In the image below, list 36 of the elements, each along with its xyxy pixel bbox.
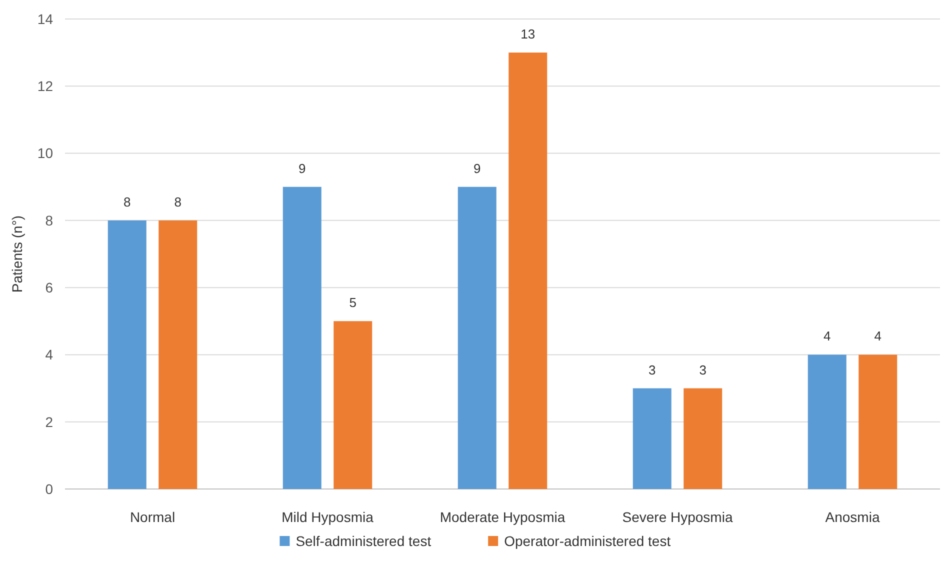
y-tick-label: 8 — [45, 212, 54, 228]
x-tick-label: Moderate Hyposmia — [440, 509, 566, 525]
x-tick-label: Anosmia — [825, 509, 880, 525]
data-label: 9 — [298, 160, 306, 176]
legend-label: Operator-administered test — [504, 533, 671, 549]
data-label: 4 — [874, 328, 882, 344]
bar — [108, 220, 146, 489]
y-tick-label: 14 — [37, 10, 54, 27]
bar — [458, 186, 496, 489]
data-label: 3 — [648, 362, 656, 378]
bar — [282, 186, 322, 489]
data-label: 8 — [124, 194, 131, 210]
data-label: 4 — [824, 328, 831, 344]
y-tick-label: 6 — [45, 279, 54, 296]
x-tick-label: Mild Hyposmia — [282, 509, 374, 525]
x-tick-label: Severe Hyposmia — [622, 509, 733, 525]
y-tick-label: 12 — [37, 78, 54, 94]
bar — [158, 220, 198, 489]
data-label: 8 — [174, 194, 182, 210]
bar — [684, 388, 722, 489]
y-tick-label: 10 — [37, 145, 54, 162]
bar — [808, 354, 846, 489]
y-tick-label: 2 — [45, 414, 54, 430]
data-label: 3 — [699, 362, 706, 378]
legend-label: Self-administered test — [296, 533, 432, 549]
data-label: 9 — [474, 160, 481, 176]
data-label: 13 — [520, 26, 536, 42]
bar — [508, 52, 548, 489]
data-label: 5 — [349, 295, 356, 310]
bar — [858, 354, 898, 489]
y-axis-title: Patients (n°) — [9, 215, 25, 293]
bar — [334, 321, 372, 489]
y-tick-label: 4 — [45, 346, 54, 363]
y-tick-label: 0 — [45, 480, 54, 497]
x-tick-label: Normal — [130, 509, 176, 525]
bar — [632, 388, 672, 489]
